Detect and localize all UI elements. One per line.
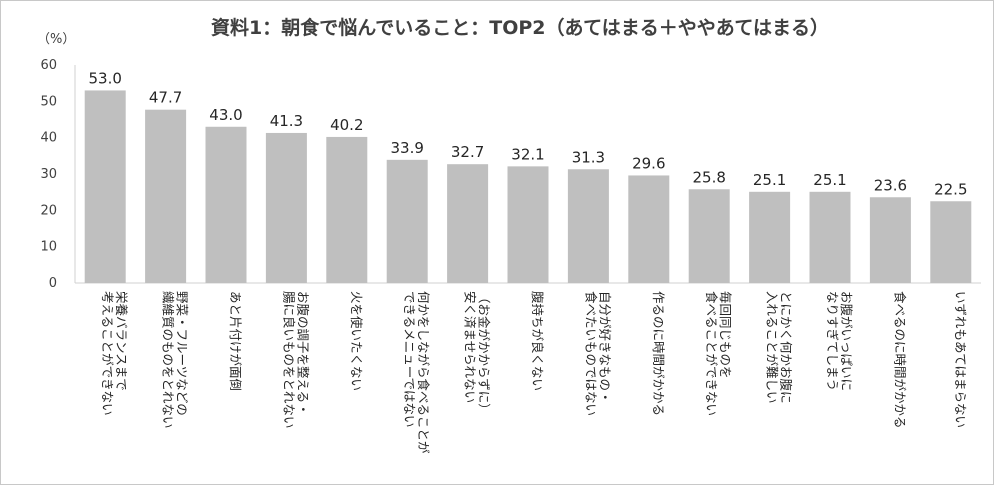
category-label: 何かをしながら食べることが <box>416 291 431 454</box>
bar <box>749 191 791 283</box>
y-tick-label: 50 <box>40 94 57 109</box>
bar <box>567 169 609 283</box>
category-label: あと片付けが面倒 <box>228 291 243 391</box>
bar <box>447 164 489 283</box>
chart-title: 資料1：朝食で悩んでいること：TOP2（あてはまる＋ややあてはまる） <box>211 16 829 39</box>
bar <box>507 166 549 283</box>
y-tick-label: 30 <box>40 167 57 182</box>
category-label: 野菜・フルーツなどの <box>175 291 190 416</box>
category-label: 火を使いたくない <box>349 291 364 391</box>
category-label: お腹がいっぱいに <box>839 291 854 391</box>
data-label: 40.2 <box>330 116 363 134</box>
data-label: 33.9 <box>390 139 423 157</box>
bar <box>386 159 428 283</box>
y-tick-label: 0 <box>49 276 57 291</box>
bar <box>869 197 911 283</box>
data-label: 32.7 <box>451 143 484 161</box>
category-label: 作るのに時間がかかる <box>651 291 666 416</box>
bar <box>930 201 972 283</box>
category-label: 安く済ませられない <box>463 291 478 403</box>
data-label: 25.1 <box>813 171 846 189</box>
bar <box>265 132 307 283</box>
bars-group <box>84 90 972 284</box>
data-labels-group: 53.0 47.7 43.0 41.3 40.2 33.9 32.7 32.1 31.3 29.6… <box>88 69 967 198</box>
category-label: とにかく何かお腹に <box>779 291 794 404</box>
data-label: 47.7 <box>149 89 182 107</box>
category-label: いずれもあてはまらない <box>953 291 968 428</box>
data-label: 22.5 <box>934 180 967 198</box>
y-tick-label: 40 <box>40 131 57 146</box>
data-label: 53.0 <box>88 69 121 87</box>
category-label: できるメニューではない <box>402 291 417 428</box>
data-label: 23.6 <box>874 176 907 194</box>
y-tick-label: 60 <box>40 58 57 73</box>
data-label: 29.6 <box>632 154 665 172</box>
y-tick-label: 20 <box>40 203 57 218</box>
data-label: 32.1 <box>511 145 544 163</box>
bar <box>145 109 187 283</box>
category-label: 食べたいものではない <box>583 291 598 416</box>
category-label: 繊維質のものをとれない <box>161 291 176 429</box>
category-label: 自分が好きなもの・ <box>597 291 612 404</box>
bar <box>628 175 670 283</box>
y-axis-unit-label: （%） <box>37 32 75 47</box>
category-label: 毎回同じものを <box>718 291 733 379</box>
category-label: 入れることが難しい <box>765 291 780 404</box>
bar <box>688 189 730 283</box>
bar <box>205 126 247 284</box>
data-label: 25.8 <box>692 168 725 186</box>
category-label: 腹持ちが良くない <box>530 291 545 391</box>
category-label: 栄養バランスまで <box>114 291 129 391</box>
category-label: お腹の調子を整える・ <box>295 291 310 416</box>
category-label: 食べるのに時間がかかる <box>892 291 907 429</box>
category-label: （お金がかからずに） <box>477 291 492 416</box>
category-label: 腸に良いものをとれない <box>281 291 296 429</box>
bar <box>809 191 851 283</box>
data-label: 25.1 <box>753 171 786 189</box>
category-label: なりすぎてしまう <box>825 291 840 391</box>
bar <box>84 90 126 283</box>
data-label: 31.3 <box>572 148 605 166</box>
bar <box>326 136 368 283</box>
data-label: 43.0 <box>209 106 242 124</box>
data-label: 41.3 <box>270 112 303 130</box>
category-label: 考えることができない <box>100 291 115 416</box>
y-tick-label: 10 <box>40 240 57 255</box>
category-label: 食べることができない <box>704 291 719 416</box>
